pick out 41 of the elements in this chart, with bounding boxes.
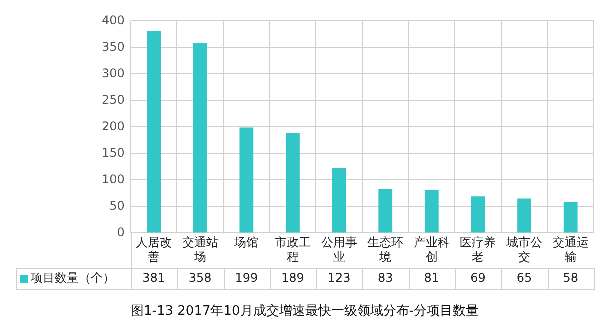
y-tick-label: 150 <box>102 146 125 160</box>
bar <box>147 31 162 233</box>
bar <box>471 196 486 233</box>
data-label: 189 <box>282 271 304 286</box>
y-tick-label: 50 <box>110 198 125 213</box>
y-tick-label: 350 <box>102 40 125 54</box>
bar <box>332 168 346 233</box>
bar <box>378 189 393 233</box>
data-label: 81 <box>424 271 440 286</box>
data-label: 69 <box>470 271 486 286</box>
bar <box>240 128 254 233</box>
x-tick-label: 生态环境 <box>368 236 404 264</box>
data-label: 123 <box>328 271 351 286</box>
x-tick-label: 城市公交 <box>506 236 543 264</box>
y-tick-label: 300 <box>102 66 125 80</box>
y-tick-label: 100 <box>102 172 125 186</box>
data-label: 199 <box>235 271 258 286</box>
y-tick-label: 0 <box>117 225 125 240</box>
data-label: 58 <box>563 271 578 286</box>
data-label: 381 <box>142 271 166 286</box>
x-tick-label: 交通站场 <box>182 236 218 264</box>
y-tick-label: 250 <box>102 92 125 107</box>
x-tick-label: 医疗养老 <box>460 236 496 264</box>
data-label: 358 <box>188 271 212 286</box>
bar <box>286 133 300 233</box>
bar <box>564 202 578 233</box>
text: 图1-13 2017年10月成交增速最快一级领域分布-分项目数量 <box>130 303 480 320</box>
bar <box>424 190 439 233</box>
x-tick-label: 市政工程 <box>274 236 311 264</box>
x-tick-label: 交通运输 <box>552 236 589 264</box>
y-tick-label: 400 <box>102 13 125 28</box>
x-tick-label: 人居改善 <box>136 236 172 264</box>
bar <box>193 43 208 233</box>
data-label: 65 <box>516 271 532 286</box>
bar <box>518 198 532 233</box>
legend-label: 项目数量（个） <box>31 271 115 286</box>
x-tick-label: 公用事业 <box>321 236 358 264</box>
x-tick-label: 产业科创 <box>414 236 450 264</box>
data-label: 83 <box>378 271 394 286</box>
x-tick-label: 场馆 <box>234 236 259 250</box>
y-tick-label: 200 <box>102 119 125 134</box>
